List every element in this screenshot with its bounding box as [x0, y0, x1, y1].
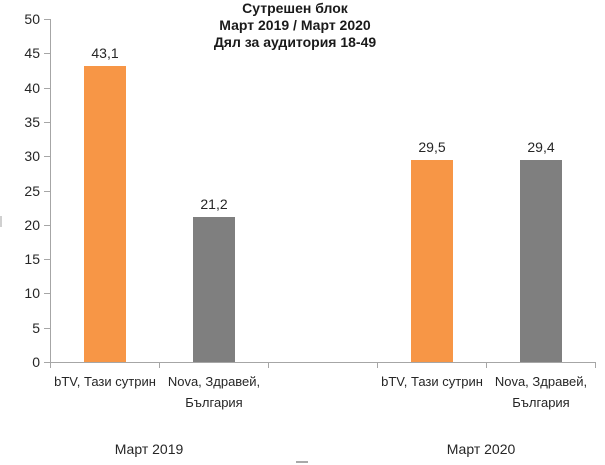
y-axis-tick-mark — [44, 225, 50, 226]
x-axis-group-label: Март 2020 — [446, 441, 516, 457]
x-axis-category-label: bTV, Тази сутрин — [44, 371, 166, 392]
bar-btv-март-2019 — [84, 66, 126, 362]
x-axis-category-label: Nova, Здравей, България — [153, 371, 275, 413]
y-axis-tick-mark — [44, 156, 50, 157]
y-axis-tick-mark — [44, 88, 50, 89]
chart-title: Сутрешен блок Март 2019 / Март 2020 Дял … — [0, 0, 590, 51]
chart-title-line-1: Сутрешен блок — [242, 0, 348, 16]
y-axis-tick-mark — [44, 191, 50, 192]
x-axis-tick-mark — [268, 363, 269, 368]
x-axis-tick-mark — [595, 363, 596, 368]
y-axis-tick-label: 20 — [24, 217, 40, 233]
x-axis-category-label: Nova, Здравей, България — [480, 371, 602, 413]
y-axis-tick-label: 35 — [24, 114, 40, 130]
bar-btv-март-2020 — [411, 160, 453, 362]
x-axis-group-label: Март 2019 — [114, 441, 184, 457]
y-axis-tick-label: 5 — [32, 320, 40, 336]
y-axis-tick-mark — [44, 19, 50, 20]
y-axis-line — [50, 19, 51, 363]
bar-value-label: 29,5 — [418, 139, 446, 155]
y-axis-tick-label: 25 — [24, 183, 40, 199]
y-axis-tick-label: 30 — [24, 148, 40, 164]
x-axis-category-label-line: bTV, Тази сутрин — [381, 374, 483, 389]
y-axis-tick-mark — [44, 293, 50, 294]
y-axis-tick-mark — [44, 328, 50, 329]
y-axis-tick-mark — [44, 362, 50, 363]
x-axis-category-label-line: България — [512, 395, 570, 410]
x-axis-category-label-line: Nova, Здравей, — [494, 374, 588, 389]
bar-nova-март-2019 — [193, 217, 235, 362]
chart-title-line-3: Дял за аудитория 18-49 — [213, 34, 377, 50]
y-axis-tick-label: 50 — [24, 11, 40, 27]
clipped-legend-marker — [296, 461, 308, 463]
x-axis-tick-mark — [377, 363, 378, 368]
bar-value-label: 43,1 — [91, 45, 119, 61]
y-axis-tick-mark — [44, 259, 50, 260]
x-axis-category-label-line: Nova, Здравей, — [167, 374, 261, 389]
y-axis-tick-label: 0 — [32, 354, 40, 370]
y-axis-tick-mark — [44, 122, 50, 123]
y-axis-tick-mark — [44, 53, 50, 54]
bar-value-label: 21,2 — [200, 196, 228, 212]
bar-nova-март-2020 — [520, 160, 562, 362]
x-axis-tick-mark — [159, 363, 160, 368]
chart-title-line-2: Март 2019 / Март 2020 — [219, 17, 371, 33]
clipped-y-axis-title — [0, 216, 2, 227]
x-axis-line — [50, 362, 596, 363]
x-axis-tick-mark — [486, 363, 487, 368]
x-axis-category-label-line: bTV, Тази сутрин — [54, 374, 156, 389]
y-axis-tick-label: 45 — [24, 45, 40, 61]
x-axis-tick-mark — [50, 363, 51, 368]
x-axis-category-label: bTV, Тази сутрин — [371, 371, 493, 392]
x-axis-category-label-line: България — [185, 395, 243, 410]
bar-value-label: 29,4 — [527, 139, 555, 155]
y-axis-tick-label: 15 — [24, 251, 40, 267]
y-axis-tick-label: 10 — [24, 285, 40, 301]
y-axis-tick-label: 40 — [24, 80, 40, 96]
